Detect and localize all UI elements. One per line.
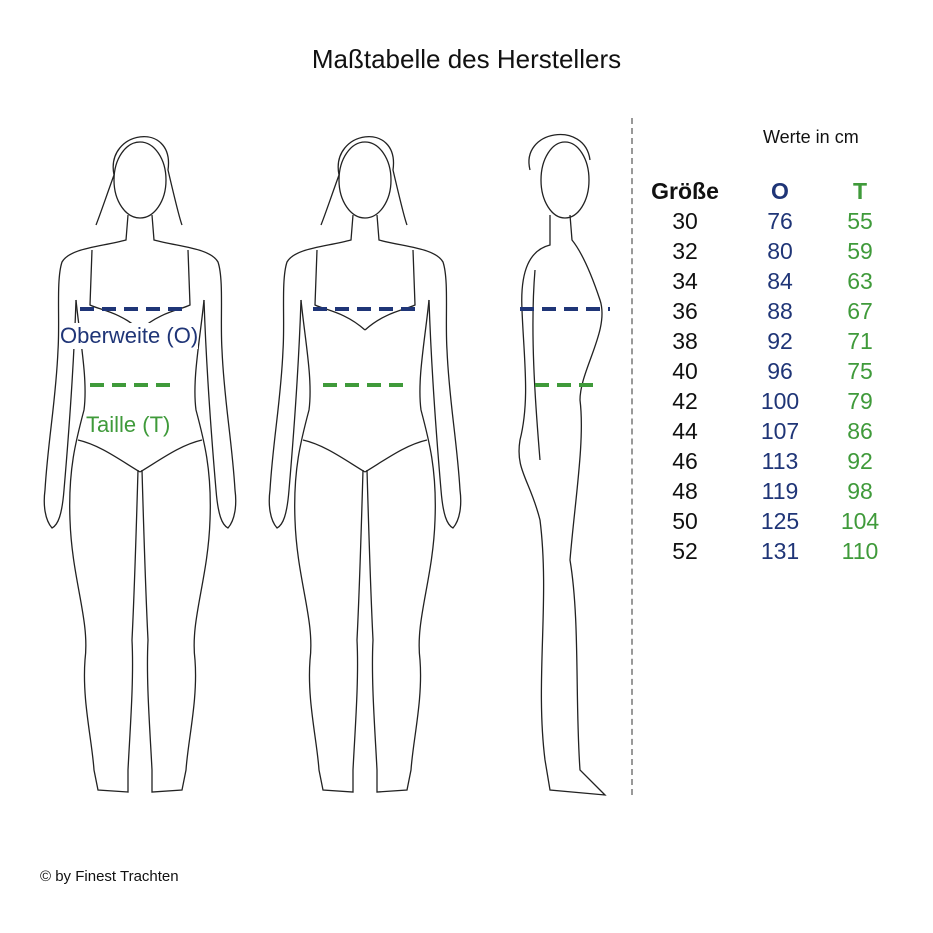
page-title: Maßtabelle des Herstellers bbox=[311, 44, 622, 74]
oberweite-cell: 107 bbox=[760, 417, 800, 444]
table-row: 34 84 63 bbox=[640, 266, 890, 296]
taille-label: Taille (T) bbox=[86, 412, 171, 438]
oberweite-cell: 76 bbox=[767, 207, 793, 234]
size-table: Größe O T 30 76 55 32 80 59 34 84 63 36 88 67 38 92 71… bbox=[640, 176, 890, 566]
oberweite-cell: 80 bbox=[767, 237, 793, 264]
oberweite-cell: 113 bbox=[761, 447, 799, 474]
oberweite-cell: 96 bbox=[767, 357, 793, 384]
oberweite-cell: 125 bbox=[760, 507, 800, 534]
table-row: 46 113 92 bbox=[640, 446, 890, 476]
table-row: 38 92 71 bbox=[640, 326, 890, 356]
taille-cell: 110 bbox=[841, 537, 879, 564]
size-cell: 44 bbox=[672, 417, 698, 444]
header-o: O bbox=[771, 177, 789, 204]
table-row: 52 131 110 bbox=[640, 536, 890, 566]
oberweite-label: Oberweite (O) bbox=[60, 323, 199, 349]
size-cell: 50 bbox=[672, 507, 698, 534]
oberweite-cell: 100 bbox=[760, 387, 800, 414]
size-cell: 38 bbox=[672, 327, 698, 354]
oberweite-cell: 92 bbox=[767, 327, 793, 354]
side-figure bbox=[518, 133, 607, 796]
table-row: 32 80 59 bbox=[640, 236, 890, 266]
header-groesse: Größe bbox=[651, 177, 719, 204]
table-row: 44 107 86 bbox=[640, 416, 890, 446]
taille-cell: 104 bbox=[840, 507, 880, 534]
taille-cell: 75 bbox=[847, 357, 873, 384]
size-cell: 40 bbox=[672, 357, 698, 384]
size-cell: 30 bbox=[672, 207, 698, 234]
size-cell: 32 bbox=[672, 237, 698, 264]
oberweite-cell: 88 bbox=[767, 297, 793, 324]
taille-cell: 63 bbox=[847, 267, 873, 294]
table-row: 40 96 75 bbox=[640, 356, 890, 386]
size-cell: 36 bbox=[672, 297, 698, 324]
separator bbox=[631, 118, 633, 795]
oberweite-cell: 131 bbox=[760, 537, 800, 564]
measure-lines bbox=[80, 307, 610, 387]
unit-note: Werte in cm bbox=[763, 127, 859, 147]
table-row: 30 76 55 bbox=[640, 206, 890, 236]
size-cell: 34 bbox=[672, 267, 698, 294]
table-row: 42 100 79 bbox=[640, 386, 890, 416]
size-cell: 48 bbox=[672, 477, 698, 504]
taille-cell: 92 bbox=[847, 447, 873, 474]
table-row: 48 119 98 bbox=[640, 476, 890, 506]
size-cell: 52 bbox=[672, 537, 698, 564]
taille-cell: 86 bbox=[847, 417, 873, 444]
front-figure bbox=[43, 136, 237, 793]
table-header: Größe O T bbox=[640, 176, 890, 206]
oberweite-cell: 119 bbox=[761, 477, 799, 504]
copyright: © by Finest Trachten bbox=[40, 868, 179, 885]
taille-cell: 55 bbox=[847, 207, 873, 234]
header-t: T bbox=[852, 177, 868, 204]
taille-cell: 98 bbox=[847, 477, 873, 504]
back-figure bbox=[268, 136, 462, 793]
oberweite-cell: 84 bbox=[767, 267, 793, 294]
size-cell: 42 bbox=[672, 387, 698, 414]
size-cell: 46 bbox=[672, 447, 698, 474]
taille-cell: 71 bbox=[847, 327, 873, 354]
taille-cell: 67 bbox=[847, 297, 873, 324]
table-row: 50 125 104 bbox=[640, 506, 890, 536]
table-row: 36 88 67 bbox=[640, 296, 890, 326]
taille-cell: 79 bbox=[847, 387, 873, 414]
taille-cell: 59 bbox=[847, 237, 873, 264]
